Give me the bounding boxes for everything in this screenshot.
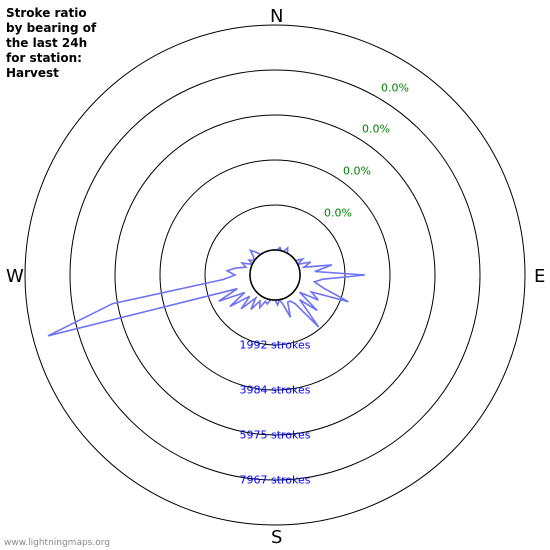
upper-ring-label: 0.0% <box>381 82 409 95</box>
upper-ring-label: 0.0% <box>362 123 390 136</box>
chart-container: { "chart": { "type": "polar-rose", "widt… <box>0 0 550 550</box>
polar-plot <box>0 0 550 550</box>
lower-ring-label: 3984 strokes <box>239 384 310 397</box>
attribution-text: www.lightningmaps.org <box>4 538 110 548</box>
lower-ring-label: 7967 strokes <box>239 474 310 487</box>
chart-title: Stroke ratio by bearing of the last 24h … <box>6 6 96 81</box>
cardinal-e: E <box>534 266 545 287</box>
lower-ring-label: 1992 strokes <box>239 339 310 352</box>
cardinal-s: S <box>271 527 282 548</box>
cardinal-w: W <box>6 266 24 287</box>
lower-ring-label: 5975 strokes <box>239 429 310 442</box>
upper-ring-label: 0.0% <box>324 207 352 220</box>
cardinal-n: N <box>270 6 283 27</box>
upper-ring-label: 0.0% <box>343 165 371 178</box>
